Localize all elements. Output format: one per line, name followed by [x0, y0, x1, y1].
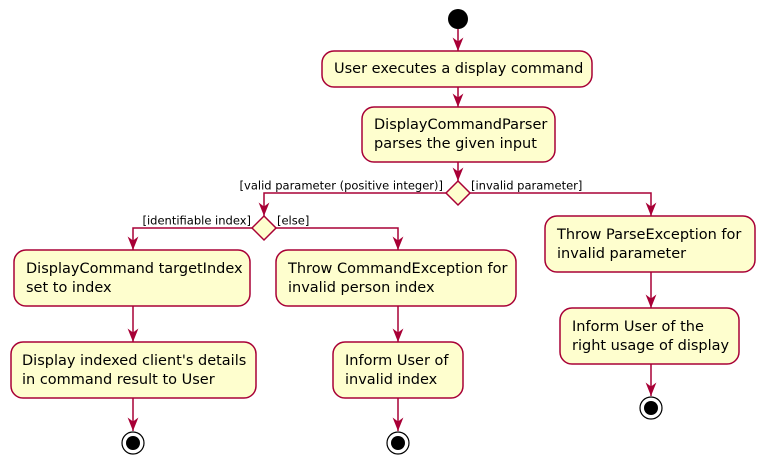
start-node: [448, 9, 468, 29]
activity: [332, 341, 464, 399]
activity: [275, 249, 517, 307]
activity-text: Throw ParseException for: [556, 227, 741, 243]
decision: [444, 179, 472, 207]
edge: [276, 227, 404, 250]
activity: [361, 106, 556, 163]
activity-text: DisplayCommandParser: [374, 117, 547, 133]
activity-text: User executes a display command: [334, 61, 583, 77]
end-node: [121, 431, 145, 455]
activity-text: set to index: [26, 280, 112, 296]
guard-label: [else]: [277, 214, 309, 228]
activity-text: invalid parameter: [557, 246, 686, 262]
guard-label: [invalid parameter]: [471, 179, 582, 193]
edge: [470, 192, 657, 216]
guard-label: [identifiable index]: [142, 214, 251, 228]
activity-text: invalid person index: [288, 280, 435, 296]
activity: [13, 249, 251, 307]
activity-text: parses the given input: [374, 136, 537, 152]
activity-text: Inform User of the: [572, 319, 704, 335]
edge: [127, 227, 252, 250]
edge: [258, 192, 446, 216]
activity: [321, 50, 593, 88]
activity: [559, 307, 740, 365]
activity-text: Display indexed client's details: [22, 353, 246, 369]
activity-text: Throw CommandException for: [287, 261, 507, 277]
activity-text: right usage of display: [572, 338, 730, 354]
end-node: [639, 396, 663, 420]
decision: [250, 214, 278, 242]
activity: [10, 341, 257, 399]
activity-text: DisplayCommand targetIndex: [26, 261, 243, 277]
guard-label: [valid parameter (positive integer)]: [240, 179, 443, 193]
activity-text: Inform User of: [345, 353, 449, 369]
end-node: [386, 431, 410, 455]
edges: [127, 29, 657, 431]
activity: [544, 215, 756, 273]
activity-text: invalid index: [345, 372, 438, 388]
activity-text: in command result to User: [22, 372, 215, 388]
